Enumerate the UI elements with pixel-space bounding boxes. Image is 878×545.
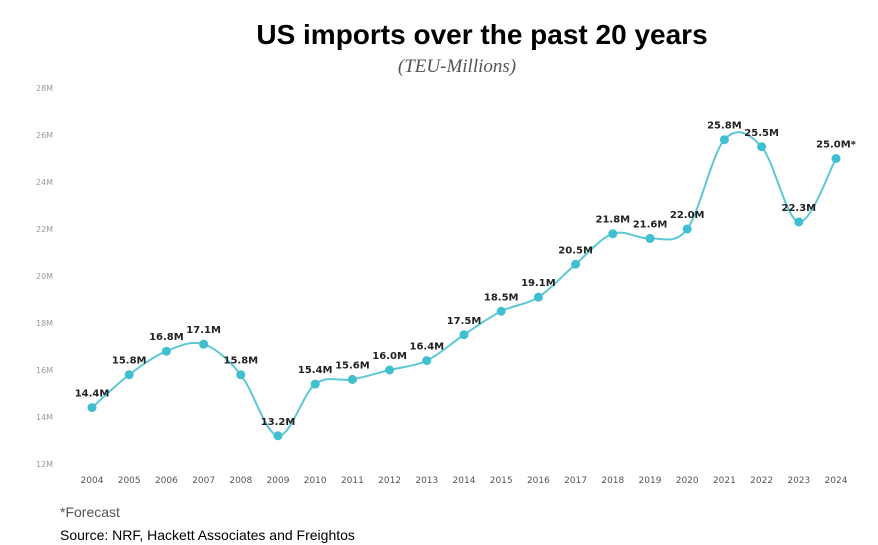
x-tick-label: 2020 xyxy=(676,476,699,486)
data-label: 25.5M xyxy=(744,128,779,139)
data-point xyxy=(533,292,543,302)
data-label: 13.2M xyxy=(261,417,296,428)
x-tick-label: 2021 xyxy=(713,476,736,486)
x-tick-label: 2016 xyxy=(527,476,550,486)
chart-title: US imports over the past 20 years xyxy=(256,19,707,50)
data-point xyxy=(682,224,692,234)
data-point xyxy=(199,339,209,349)
data-point xyxy=(385,365,395,375)
y-tick-label: 12M xyxy=(36,460,53,469)
x-tick-label: 2018 xyxy=(601,476,624,486)
y-tick-label: 22M xyxy=(36,225,53,234)
y-tick-label: 24M xyxy=(36,178,53,187)
data-points xyxy=(87,135,841,441)
x-tick-label: 2010 xyxy=(304,476,327,486)
x-tick-label: 2012 xyxy=(378,476,401,486)
x-tick-label: 2011 xyxy=(341,476,364,486)
data-label: 15.6M xyxy=(335,360,370,371)
x-tick-label: 2009 xyxy=(267,476,290,486)
data-label: 22.0M xyxy=(670,210,705,221)
y-tick-label: 16M xyxy=(36,366,53,375)
x-tick-label: 2013 xyxy=(415,476,438,486)
series-line-group xyxy=(91,131,837,437)
data-label: 14.4M xyxy=(75,389,110,400)
data-label: 17.5M xyxy=(447,316,482,327)
x-tick-label: 2023 xyxy=(787,476,810,486)
forecast-footnote: *Forecast xyxy=(60,504,120,520)
data-point xyxy=(161,346,171,356)
data-point xyxy=(571,259,581,269)
y-tick-label: 26M xyxy=(36,131,53,140)
data-point xyxy=(236,370,246,380)
data-point xyxy=(496,306,506,316)
data-label: 16.4M xyxy=(409,342,444,353)
data-label: 19.1M xyxy=(521,278,556,289)
x-tick-label: 2017 xyxy=(564,476,587,486)
series-line xyxy=(91,131,837,437)
data-point xyxy=(347,374,357,384)
x-tick-label: 2014 xyxy=(453,476,476,486)
data-point xyxy=(459,330,469,340)
y-tick-label: 18M xyxy=(36,319,53,328)
x-tick-label: 2024 xyxy=(825,476,848,486)
data-point xyxy=(87,403,97,413)
y-tick-label: 14M xyxy=(36,413,53,422)
x-tick-label: 2019 xyxy=(639,476,662,486)
data-point xyxy=(794,217,804,227)
source-footnote: Source: NRF, Hackett Associates and Frei… xyxy=(60,527,355,543)
x-tick-label: 2008 xyxy=(229,476,252,486)
x-axis: 2004 2005 2006 2007 2008 2009 2010 2011 2012 2013… xyxy=(81,476,848,486)
y-axis: 12M 14M 16M 18M 20M 22M 24M 26M 28M xyxy=(36,84,53,469)
x-tick-label: 2006 xyxy=(155,476,178,486)
x-tick-label: 2015 xyxy=(490,476,513,486)
x-tick-label: 2004 xyxy=(81,476,104,486)
data-label: 22.3M xyxy=(781,203,816,214)
data-label: 21.8M xyxy=(595,215,630,226)
y-tick-label: 20M xyxy=(36,272,53,281)
x-tick-label: 2007 xyxy=(192,476,215,486)
data-label: 15.8M xyxy=(112,356,147,367)
data-label: 21.6M xyxy=(633,219,668,230)
data-point xyxy=(608,229,618,239)
data-label: 15.4M xyxy=(298,365,333,376)
data-label: 18.5M xyxy=(484,292,519,303)
data-point xyxy=(645,233,655,243)
data-label: 20.5M xyxy=(558,245,593,256)
data-point xyxy=(757,142,767,152)
data-label: 16.8M xyxy=(149,332,184,343)
data-point xyxy=(719,135,729,145)
data-point xyxy=(831,154,841,163)
x-tick-label: 2005 xyxy=(118,476,141,486)
data-point xyxy=(310,379,320,389)
data-label: 17.1M xyxy=(186,325,221,336)
data-point xyxy=(422,356,432,366)
chart-subtitle: (TEU-Millions) xyxy=(398,56,516,77)
data-label: 25.8M xyxy=(707,121,742,132)
data-label: 16.0M xyxy=(372,351,407,362)
data-point xyxy=(273,431,283,441)
x-tick-label: 2022 xyxy=(750,476,773,486)
data-label: 15.8M xyxy=(223,356,258,367)
data-label: 25.0M* xyxy=(816,140,857,151)
y-tick-label: 28M xyxy=(36,84,53,93)
data-point xyxy=(124,370,134,380)
